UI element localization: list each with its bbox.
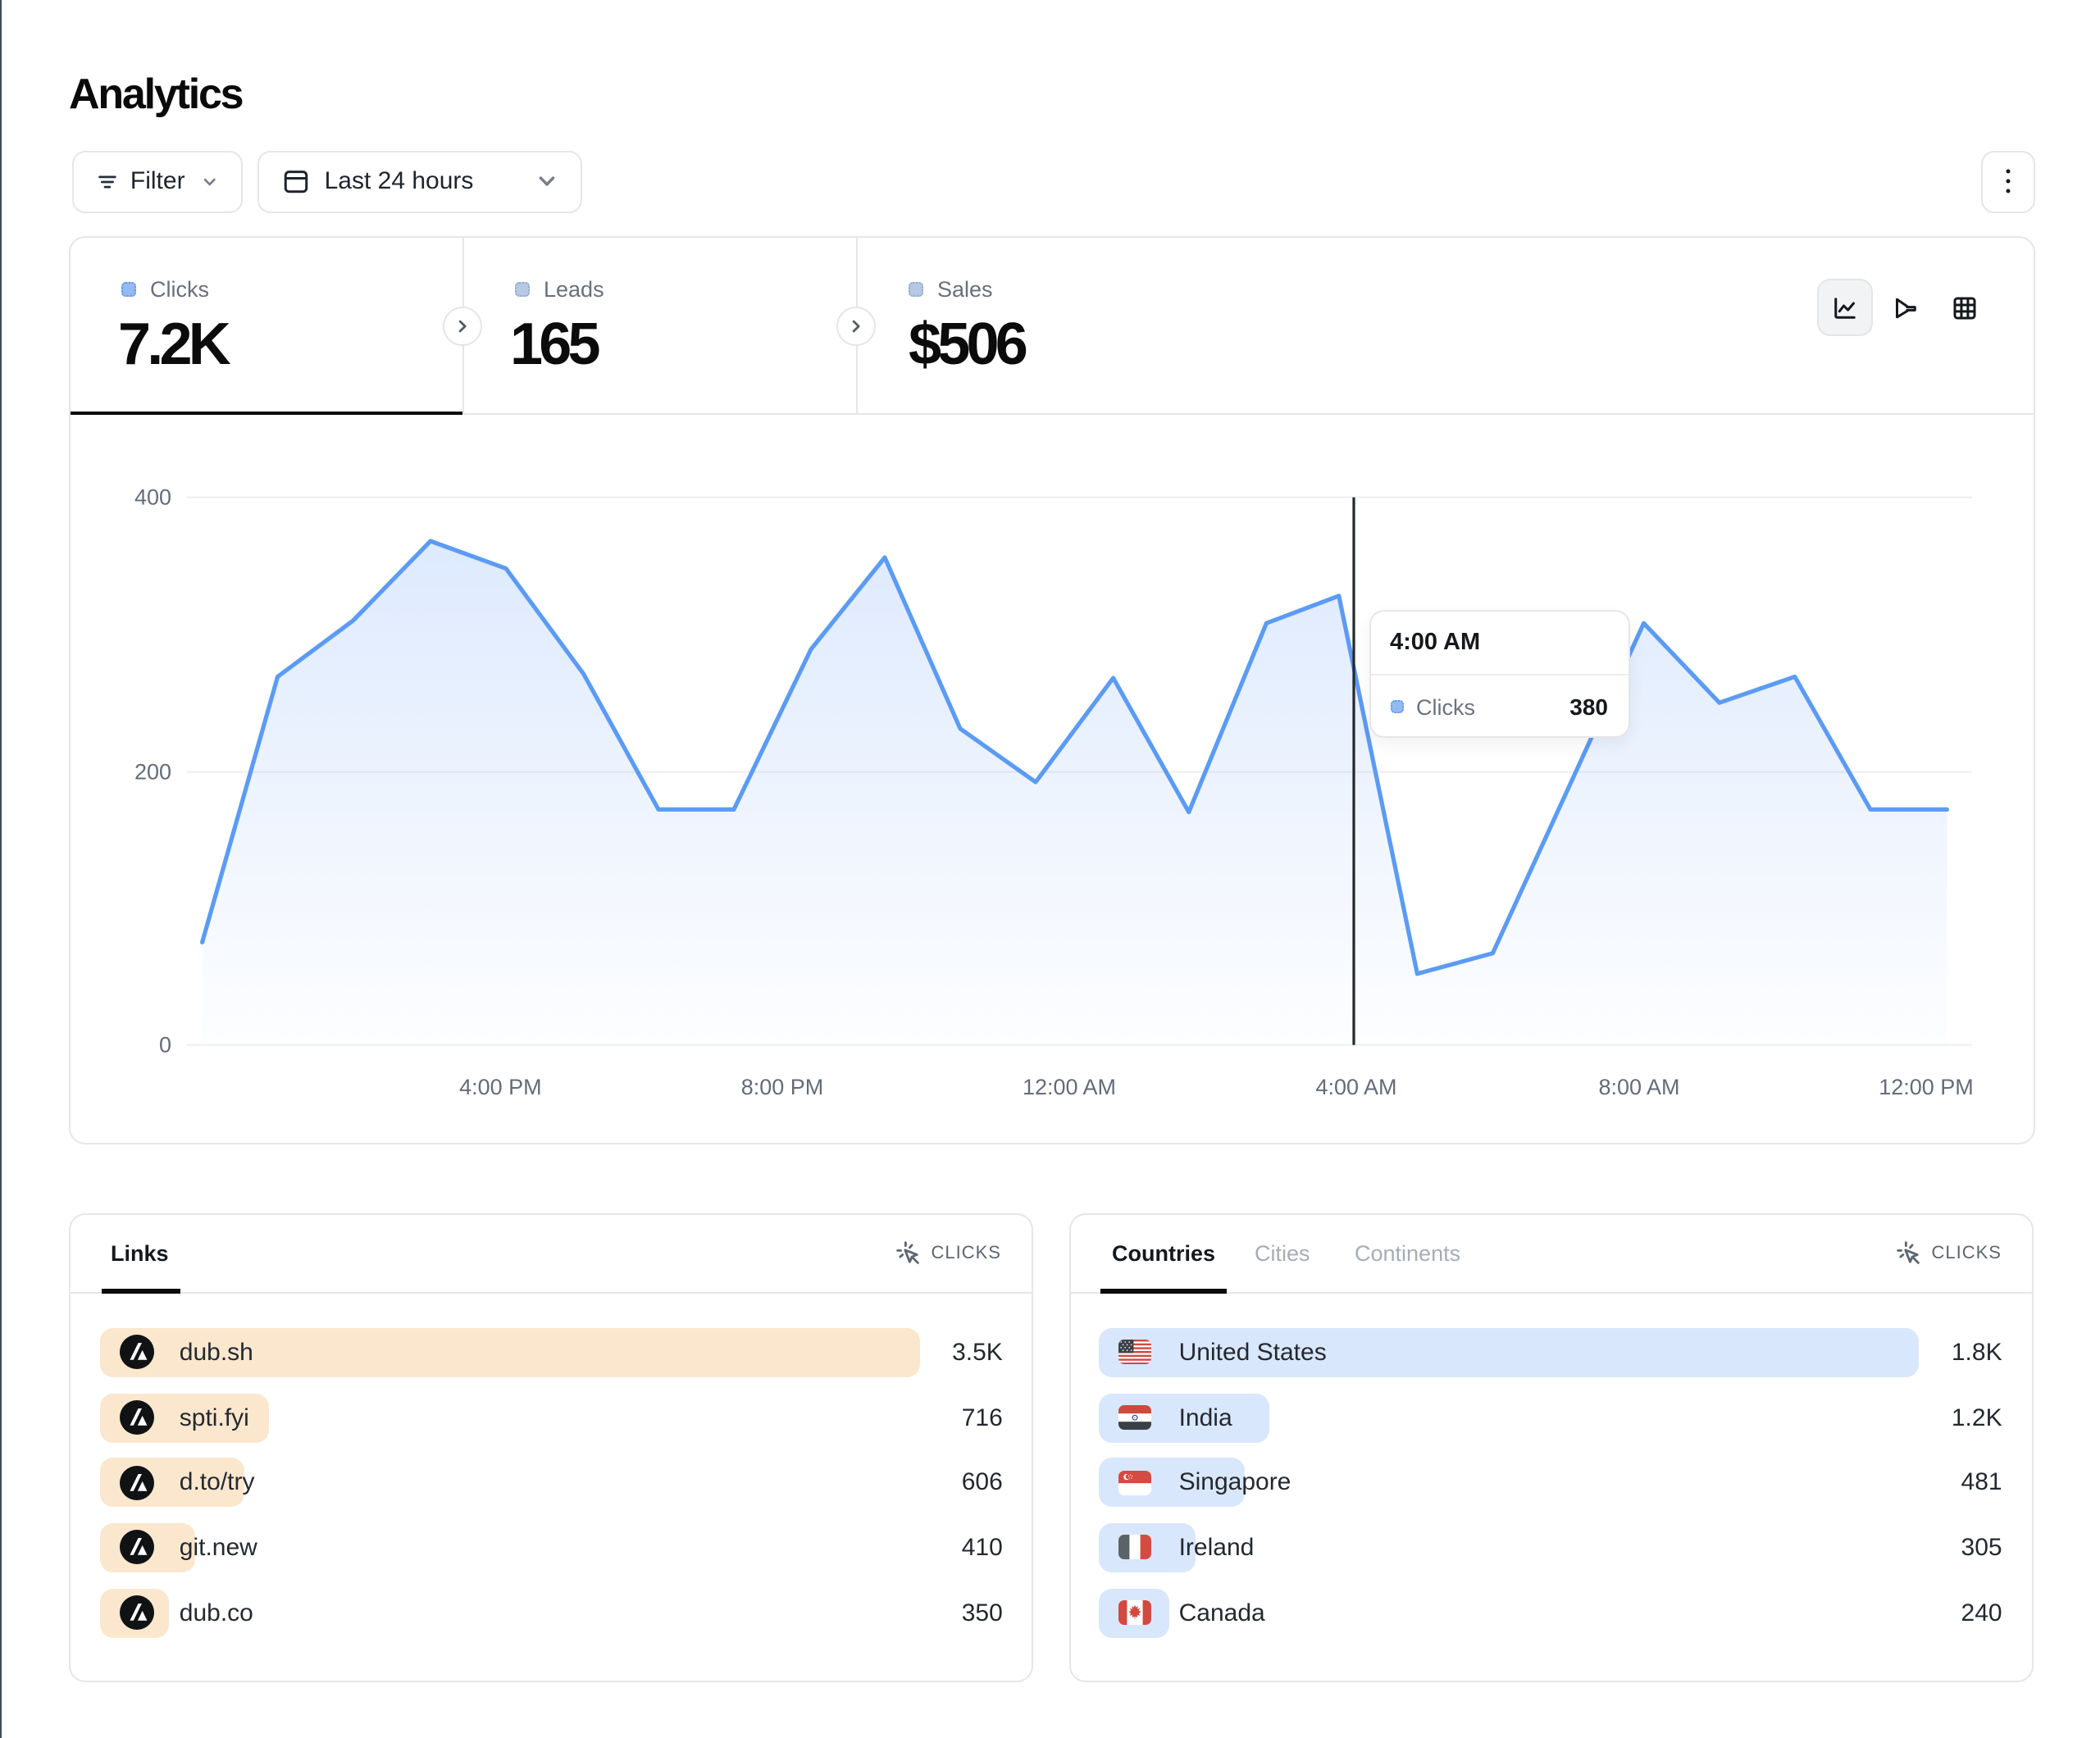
svg-text:12:00 PM: 12:00 PM bbox=[1879, 1076, 1974, 1100]
svg-text:12:00 AM: 12:00 AM bbox=[1023, 1076, 1116, 1100]
svg-text:4:00 AM: 4:00 AM bbox=[1315, 1076, 1396, 1100]
svg-text:0: 0 bbox=[159, 1033, 171, 1058]
svg-text:8:00 AM: 8:00 AM bbox=[1598, 1076, 1679, 1100]
svg-text:4:00 PM: 4:00 PM bbox=[459, 1076, 542, 1100]
svg-text:8:00 PM: 8:00 PM bbox=[741, 1076, 824, 1100]
svg-text:200: 200 bbox=[134, 760, 171, 785]
svg-text:400: 400 bbox=[134, 485, 171, 510]
